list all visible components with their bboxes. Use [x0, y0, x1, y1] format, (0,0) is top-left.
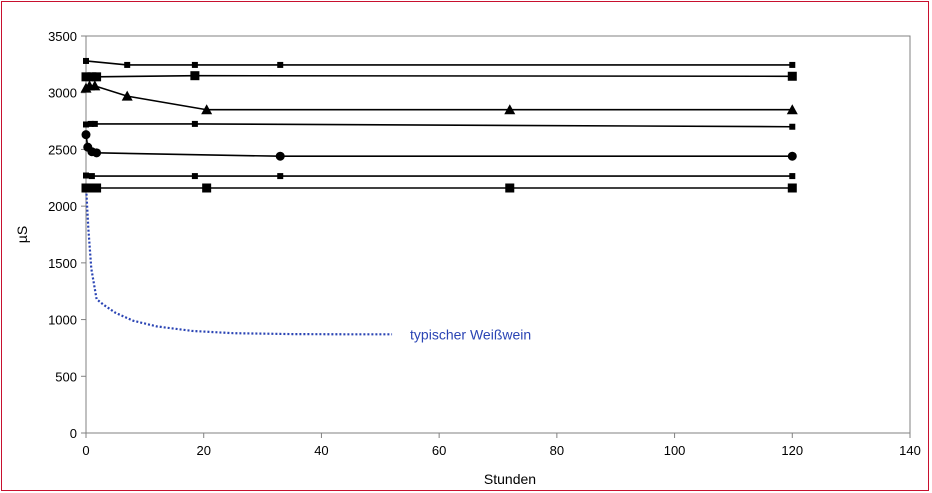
x-axis-ticks: 0 20 40 60 80 100 120 140: [82, 433, 921, 458]
x-tick-label: 140: [899, 443, 921, 458]
x-tick-label: 0: [82, 443, 89, 458]
x-axis-title: Stunden: [484, 471, 536, 487]
marker-layer: [80, 57, 798, 193]
x-tick-label: 20: [196, 443, 210, 458]
small-square-marker: [789, 123, 796, 130]
small-square-marker: [277, 61, 284, 68]
series-annotation-label: typischer Weißwein: [410, 326, 531, 342]
y-axis-ticks: 0 500 1000 1500 2000 2500 3000 3500: [48, 29, 86, 441]
square-marker: [81, 72, 91, 82]
small-square-marker: [277, 173, 284, 180]
small-square-marker: [88, 173, 95, 180]
circle-marker: [787, 151, 797, 161]
series-line-3: [85, 85, 793, 111]
small-square-marker: [83, 172, 89, 179]
y-tick-label: 1500: [48, 256, 77, 271]
triangle-marker: [121, 90, 133, 101]
small-square-marker: [789, 61, 796, 68]
y-tick-label: 2500: [48, 142, 77, 157]
x-tick-label: 100: [664, 443, 686, 458]
y-tick-label: 3500: [48, 29, 77, 44]
y-tick-label: 1000: [48, 313, 77, 328]
small-square-marker: [789, 173, 796, 180]
square-marker: [84, 183, 94, 193]
y-tick-label: 3000: [48, 86, 77, 101]
circle-marker: [275, 151, 285, 161]
circle-marker: [81, 130, 91, 140]
square-marker: [92, 72, 102, 82]
y-tick-label: 2000: [48, 199, 77, 214]
series-line-5: [85, 134, 793, 158]
y-axis-title: µS: [14, 226, 30, 243]
small-square-marker: [191, 173, 198, 180]
dotted-series-line: [84, 185, 393, 336]
triangle-marker: [504, 104, 516, 115]
x-tick-label: 40: [314, 443, 328, 458]
square-marker: [787, 183, 797, 193]
square-marker: [190, 71, 200, 81]
series-layer: [84, 60, 793, 336]
small-square-marker: [91, 120, 98, 127]
x-tick-label: 60: [432, 443, 446, 458]
small-square-marker: [83, 57, 89, 64]
triangle-marker: [201, 104, 213, 115]
y-tick-label: 500: [55, 369, 77, 384]
small-square-marker: [191, 120, 198, 127]
small-square-marker: [83, 121, 89, 128]
square-marker: [505, 183, 515, 193]
square-marker: [202, 183, 212, 193]
x-tick-label: 80: [550, 443, 564, 458]
square-marker: [787, 71, 797, 81]
y-tick-label: 0: [70, 426, 77, 441]
x-tick-label: 120: [781, 443, 803, 458]
small-square-marker: [191, 61, 198, 68]
small-square-marker: [124, 61, 131, 68]
small-square-marker: [87, 120, 94, 127]
triangle-marker: [89, 80, 101, 91]
square-marker: [87, 72, 97, 82]
circle-marker: [92, 148, 102, 158]
square-marker: [92, 183, 102, 193]
axes: [85, 35, 911, 434]
plot-area-border: [85, 35, 911, 434]
triangle-marker: [786, 104, 798, 115]
